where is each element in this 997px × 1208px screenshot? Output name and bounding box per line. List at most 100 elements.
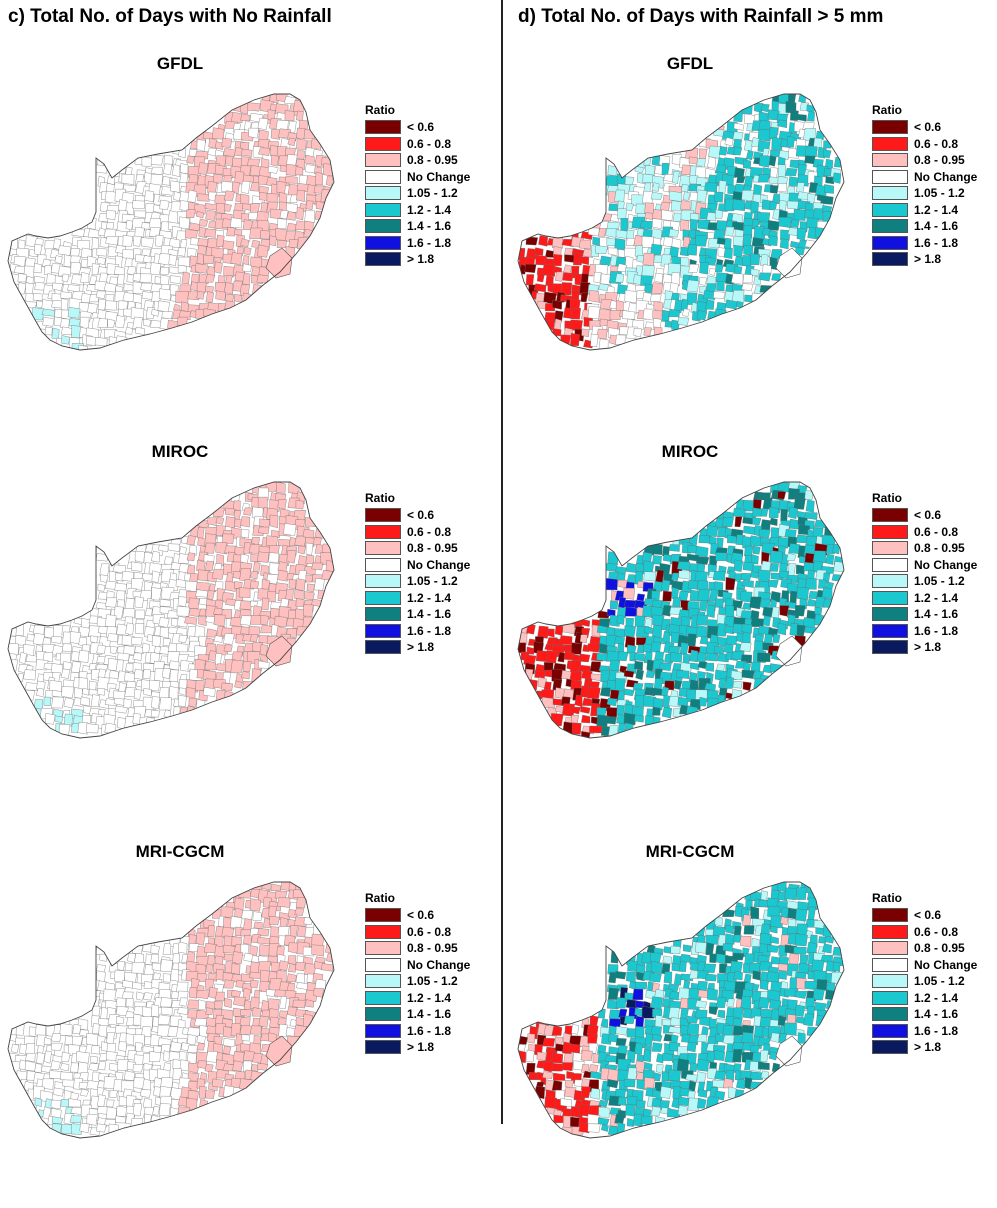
district-polygon [778, 963, 789, 972]
district-polygon [615, 300, 624, 311]
district-polygon [705, 934, 719, 945]
district-polygon [303, 604, 314, 617]
district-polygon [717, 1009, 726, 1019]
district-polygon [223, 282, 234, 295]
district-polygon [698, 535, 710, 544]
district-polygon [63, 713, 74, 727]
district-polygon [242, 987, 251, 1001]
district-polygon [786, 552, 797, 562]
district-polygon [159, 1103, 171, 1116]
district-polygon [526, 623, 536, 635]
district-polygon [223, 643, 233, 652]
district-polygon [669, 190, 683, 202]
district-polygon [103, 282, 117, 293]
district-polygon [214, 261, 223, 274]
map-south-africa [510, 474, 850, 749]
legend-label: 1.2 - 1.4 [407, 990, 452, 1005]
district-polygon [671, 237, 682, 249]
district-polygon [258, 1015, 269, 1028]
district-polygon [579, 634, 588, 644]
ratio-legend: Ratio < 0.6 0.6 - 0.8 0.8 - 0.95 No Change 1.… [872, 103, 977, 268]
district-polygon [757, 174, 770, 183]
district-polygon [812, 988, 825, 1001]
district-polygon [268, 552, 280, 563]
district-polygon [546, 628, 555, 638]
district-polygon [750, 617, 764, 627]
district-polygon [125, 219, 134, 231]
legend-swatch [872, 574, 908, 589]
district-polygon [177, 316, 188, 328]
district-polygon [596, 328, 608, 340]
legend-label: 1.2 - 1.4 [914, 990, 959, 1005]
district-polygon [240, 180, 251, 195]
district-polygon [186, 687, 196, 698]
district-polygon [784, 887, 798, 901]
district-polygon [732, 221, 744, 231]
district-polygon [151, 1004, 159, 1017]
district-polygon [106, 633, 119, 643]
district-polygon [553, 1072, 566, 1081]
district-polygon [109, 1063, 120, 1072]
district-polygon [280, 882, 291, 891]
legend-item: 1.6 - 1.8 [365, 235, 470, 252]
map-south-africa [510, 874, 850, 1149]
district-polygon [274, 615, 288, 627]
district-polygon [181, 271, 190, 284]
district-polygon [186, 535, 196, 546]
district-polygon [223, 979, 235, 989]
district-polygon [248, 625, 261, 638]
district-polygon [205, 209, 217, 222]
district-polygon [717, 652, 729, 663]
district-polygon [725, 635, 738, 645]
district-polygon [605, 578, 618, 591]
district-polygon [588, 290, 599, 303]
district-polygon [543, 1060, 554, 1073]
legend-label: 1.05 - 1.2 [914, 186, 965, 201]
district-polygon [758, 272, 771, 282]
district-polygon [759, 1017, 772, 1028]
district-polygon [239, 568, 251, 582]
district-polygon [649, 972, 662, 983]
legend-label: < 0.6 [914, 120, 942, 135]
district-polygon [205, 963, 213, 974]
district-polygon [714, 1050, 725, 1061]
district-polygon [163, 973, 171, 983]
district-polygon [97, 1061, 106, 1071]
districts [8, 94, 334, 350]
district-polygon [587, 1032, 598, 1044]
district-polygon [60, 668, 70, 679]
district-polygon [260, 614, 270, 626]
district-polygon [133, 688, 142, 700]
district-polygon [180, 163, 189, 175]
district-polygon [651, 961, 663, 975]
district-polygon [680, 200, 691, 211]
district-polygon [224, 507, 236, 516]
panel-d-miroc: MIROC Ratio < 0.6 0.6 - 0.8 0.8 - 0.95 No Ch… [510, 442, 980, 808]
district-polygon [709, 952, 718, 963]
district-polygon [125, 622, 135, 636]
district-polygon [295, 897, 307, 909]
district-polygon [804, 155, 816, 165]
district-polygon [599, 299, 613, 310]
district-polygon [240, 1009, 252, 1018]
district-polygon [288, 579, 297, 589]
legend-item: < 0.6 [365, 507, 470, 524]
district-polygon [35, 1024, 47, 1037]
district-polygon [294, 589, 304, 600]
district-polygon [814, 1002, 827, 1011]
legend-item: 1.4 - 1.6 [365, 1006, 470, 1023]
district-polygon [141, 156, 153, 167]
district-polygon [134, 645, 144, 655]
district-polygon [196, 1042, 206, 1051]
legend-label: 1.2 - 1.4 [407, 202, 452, 217]
district-polygon [60, 1099, 70, 1107]
district-polygon [777, 1015, 787, 1026]
district-polygon [805, 499, 815, 513]
district-polygon [580, 292, 589, 303]
district-polygon [151, 570, 161, 584]
legend-label: 1.2 - 1.4 [914, 202, 959, 217]
district-polygon [617, 208, 627, 220]
district-polygon [687, 1023, 700, 1035]
district-polygon [114, 705, 128, 714]
district-polygon [17, 273, 27, 283]
